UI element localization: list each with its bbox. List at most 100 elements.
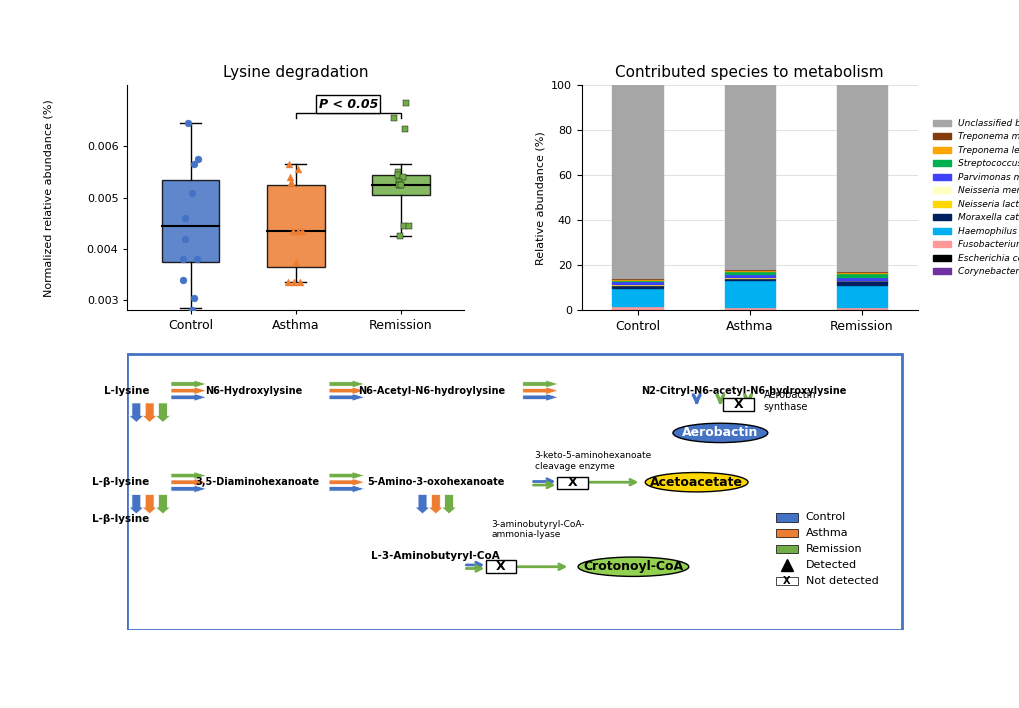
FancyArrow shape — [415, 494, 430, 514]
FancyArrow shape — [155, 403, 170, 423]
Point — [176, 233, 193, 244]
FancyBboxPatch shape — [161, 180, 219, 262]
FancyBboxPatch shape — [372, 175, 429, 195]
Point — [185, 292, 202, 303]
Legend: Unclassified bacteria, Treponema medium, Treponema lecithinolyticum, Streptococc: Unclassified bacteria, Treponema medium,… — [928, 115, 1019, 280]
Text: X: X — [783, 576, 790, 586]
Point — [396, 122, 413, 134]
FancyArrow shape — [428, 494, 443, 514]
Ellipse shape — [645, 472, 747, 492]
FancyBboxPatch shape — [775, 576, 797, 585]
Text: 3,5-Diaminohexanoate: 3,5-Diaminohexanoate — [196, 477, 320, 487]
Point — [390, 166, 407, 178]
FancyArrow shape — [523, 387, 557, 394]
FancyArrow shape — [171, 394, 206, 401]
Text: N2-Citryl-N6-acetyl-N6-hydroxylysine: N2-Citryl-N6-acetyl-N6-hydroxylysine — [641, 386, 846, 396]
FancyBboxPatch shape — [267, 185, 324, 267]
Text: Crotonoyl-CoA: Crotonoyl-CoA — [583, 560, 683, 573]
Text: P < 0.05: P < 0.05 — [318, 98, 378, 110]
FancyArrow shape — [128, 494, 144, 514]
Point — [175, 253, 192, 265]
Text: 5-Amino-3-oxohexanoate: 5-Amino-3-oxohexanoate — [367, 477, 504, 487]
Bar — [723, 278, 774, 280]
Bar — [836, 272, 887, 273]
Bar — [723, 271, 774, 273]
Text: X: X — [733, 398, 742, 411]
Title: Lysine degradation: Lysine degradation — [223, 64, 368, 79]
Point — [394, 171, 411, 183]
Text: Aerobactin: Aerobactin — [682, 426, 758, 440]
Bar — [836, 307, 887, 309]
Bar — [836, 280, 887, 285]
FancyArrow shape — [329, 479, 365, 486]
FancyArrow shape — [171, 472, 206, 479]
Text: Aerobactin
synthase: Aerobactin synthase — [763, 390, 815, 412]
Point — [397, 97, 414, 108]
FancyArrow shape — [171, 479, 206, 486]
Point — [283, 176, 300, 188]
Point — [392, 179, 409, 190]
FancyBboxPatch shape — [556, 476, 587, 489]
Bar — [723, 270, 774, 271]
Text: L-lysine: L-lysine — [104, 386, 150, 396]
Text: Control: Control — [805, 513, 845, 523]
Bar — [836, 85, 887, 270]
Point — [284, 225, 301, 236]
Point — [281, 159, 298, 170]
Point — [400, 220, 417, 232]
Point — [176, 212, 193, 224]
Text: Remission: Remission — [805, 544, 861, 554]
Bar — [723, 280, 774, 307]
Text: L-3-Aminobutyryl-CoA: L-3-Aminobutyryl-CoA — [371, 551, 499, 561]
Title: Contributed species to metabolism: Contributed species to metabolism — [614, 64, 883, 79]
Bar — [836, 309, 887, 310]
FancyBboxPatch shape — [775, 513, 797, 522]
Point — [180, 118, 197, 129]
FancyArrow shape — [142, 494, 157, 514]
FancyArrow shape — [523, 394, 557, 401]
Bar — [611, 282, 662, 284]
Text: Detected: Detected — [805, 560, 856, 570]
FancyBboxPatch shape — [127, 354, 902, 630]
Point — [391, 230, 408, 241]
Bar — [611, 280, 662, 282]
Bar — [723, 273, 774, 277]
Text: Not detected: Not detected — [805, 576, 877, 586]
Bar — [836, 273, 887, 278]
Ellipse shape — [673, 423, 767, 442]
Point — [293, 225, 310, 236]
Point — [183, 187, 200, 198]
FancyArrow shape — [128, 403, 144, 423]
Point — [290, 225, 307, 236]
Point — [174, 274, 191, 285]
Y-axis label: Normalized relative abundance (%): Normalized relative abundance (%) — [44, 99, 53, 297]
FancyArrow shape — [171, 485, 206, 493]
Ellipse shape — [578, 557, 688, 576]
Point — [281, 171, 298, 183]
Bar — [836, 278, 887, 280]
Point — [390, 169, 407, 181]
FancyArrow shape — [155, 494, 170, 514]
Point — [395, 220, 412, 232]
Bar — [611, 285, 662, 288]
Point — [289, 164, 306, 175]
Bar — [611, 307, 662, 309]
Point — [285, 277, 302, 288]
Text: X: X — [495, 560, 505, 573]
Point — [390, 179, 407, 190]
FancyArrow shape — [329, 380, 365, 388]
Point — [190, 154, 206, 165]
FancyArrow shape — [523, 380, 557, 388]
Text: 3-keto-5-aminohexanoate
cleavage enzyme: 3-keto-5-aminohexanoate cleavage enzyme — [534, 452, 651, 471]
Point — [184, 304, 201, 316]
FancyArrow shape — [329, 485, 365, 493]
Point — [279, 277, 296, 288]
FancyArrow shape — [441, 494, 457, 514]
FancyArrow shape — [142, 403, 157, 423]
Text: 3-aminobutyryl-CoA-
ammonia-lyase: 3-aminobutyryl-CoA- ammonia-lyase — [491, 520, 584, 539]
Bar — [611, 278, 662, 279]
FancyBboxPatch shape — [775, 529, 797, 537]
Point — [288, 256, 305, 268]
FancyBboxPatch shape — [485, 561, 516, 573]
Bar — [611, 279, 662, 280]
